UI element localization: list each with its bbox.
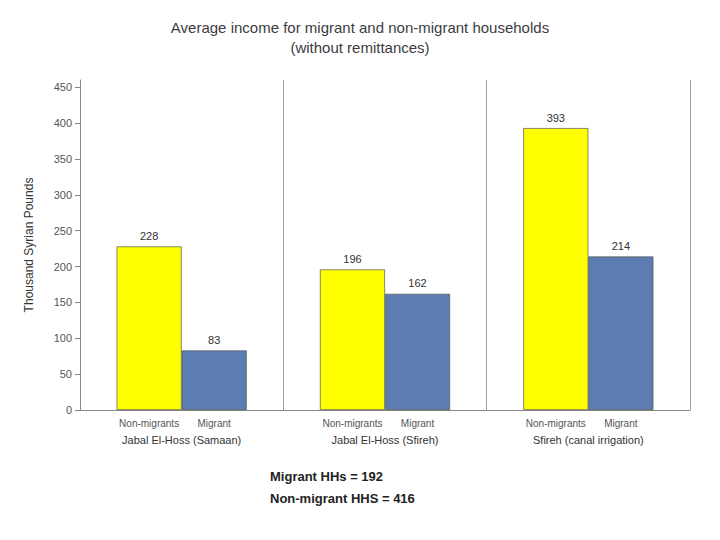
svg-text:Migrant: Migrant [604,418,638,429]
svg-text:Thousand Syrian Pounds: Thousand Syrian Pounds [22,178,36,313]
svg-text:300: 300 [54,189,72,201]
svg-text:50: 50 [60,368,72,380]
svg-text:Migrant HHs = 192: Migrant HHs = 192 [270,469,383,484]
svg-text:Non-migrants: Non-migrants [526,418,586,429]
svg-text:214: 214 [612,240,630,252]
svg-text:Jabal El-Hoss (Samaan): Jabal El-Hoss (Samaan) [122,434,241,446]
svg-text:393: 393 [547,112,565,124]
svg-text:Non-migrants: Non-migrants [322,418,382,429]
svg-text:350: 350 [54,153,72,165]
svg-text:0: 0 [66,404,72,416]
svg-text:Jabal El-Hoss (Sfireh): Jabal El-Hoss (Sfireh) [332,434,439,446]
svg-text:Non-migrant HHS = 416: Non-migrant HHS = 416 [270,491,415,506]
svg-text:200: 200 [54,261,72,273]
svg-text:400: 400 [54,117,72,129]
svg-text:100: 100 [54,332,72,344]
svg-text:83: 83 [208,334,220,346]
svg-text:Non-migrants: Non-migrants [119,418,179,429]
svg-text:Sfireh (canal irrigation): Sfireh (canal irrigation) [533,434,644,446]
svg-text:228: 228 [140,230,158,242]
svg-text:Average income for migrant and: Average income for migrant and non-migra… [171,19,549,36]
svg-text:162: 162 [408,277,426,289]
svg-text:Migrant: Migrant [401,418,435,429]
svg-text:150: 150 [54,296,72,308]
svg-text:250: 250 [54,225,72,237]
svg-text:450: 450 [54,81,72,93]
svg-text:(without remittances): (without remittances) [290,39,429,56]
svg-text:196: 196 [343,253,361,265]
svg-text:Migrant: Migrant [198,418,232,429]
